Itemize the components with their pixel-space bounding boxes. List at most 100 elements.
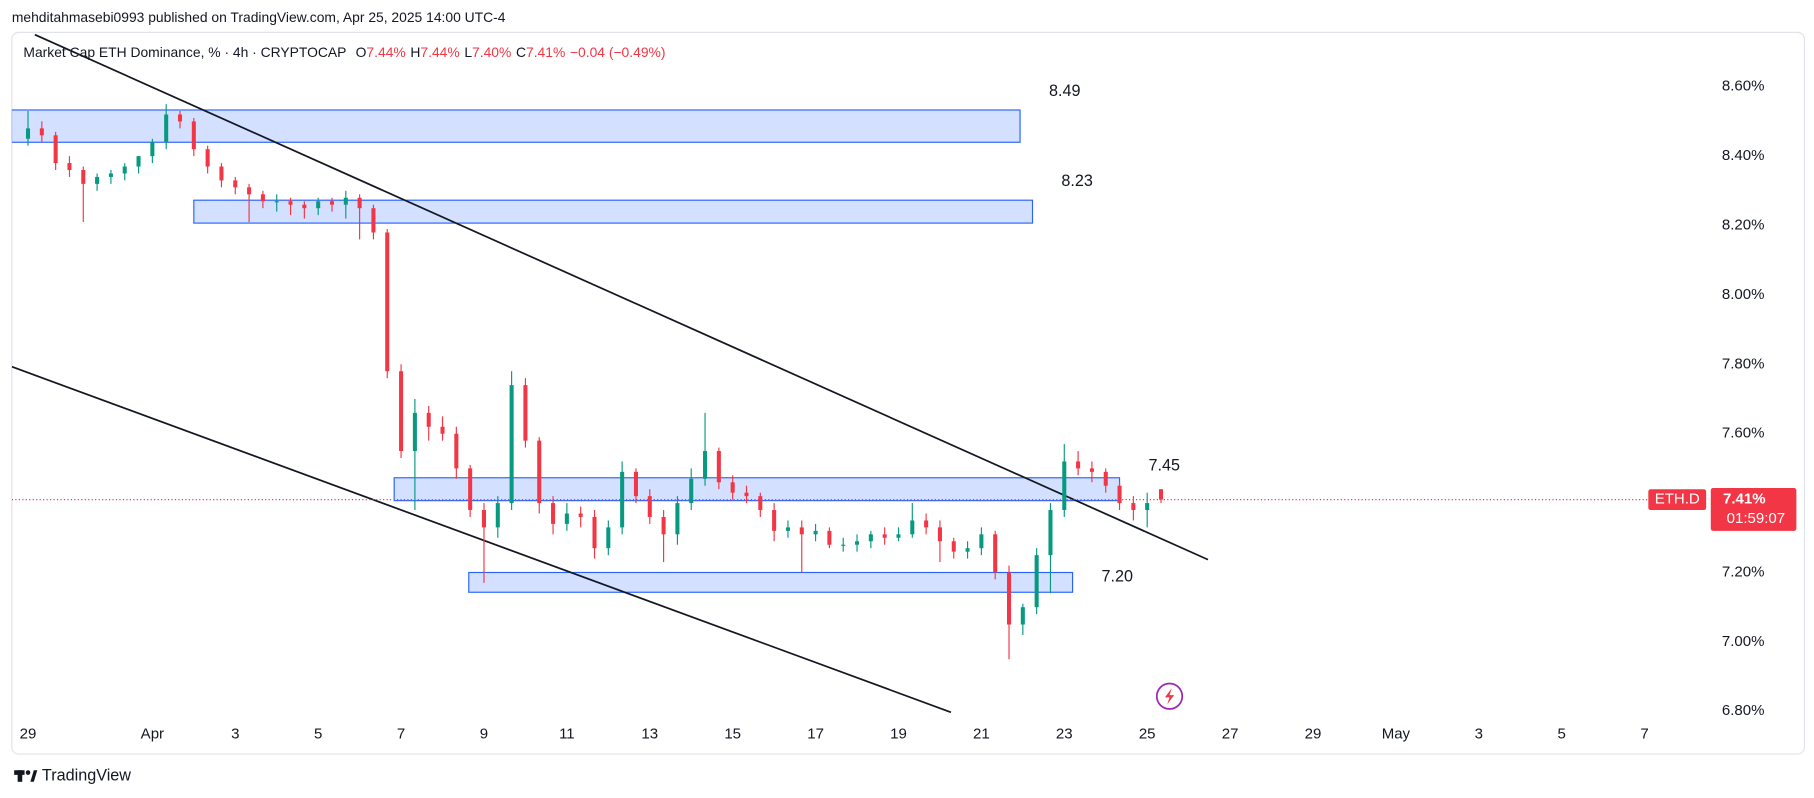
- x-tick-label: 19: [890, 725, 907, 742]
- candle-body: [233, 180, 238, 188]
- candle-body: [1062, 461, 1067, 511]
- candle-body: [785, 527, 790, 531]
- candle-body: [150, 142, 155, 157]
- candle-body: [633, 471, 638, 497]
- x-tick-label: 7: [1640, 725, 1648, 742]
- x-tick-label: 23: [1056, 725, 1073, 742]
- candle-body: [468, 468, 473, 511]
- x-tick-label: 5: [1558, 725, 1566, 742]
- candle-body: [53, 135, 58, 164]
- candle-body: [164, 114, 169, 143]
- candle-body: [979, 534, 984, 549]
- price-tag: [1710, 488, 1797, 531]
- chart-frame: [11, 31, 1806, 755]
- candle-body: [1020, 607, 1025, 625]
- candle-body: [647, 496, 652, 517]
- candle-body: [509, 385, 514, 504]
- ohlc-label: O: [356, 44, 367, 60]
- candle-body: [95, 176, 100, 184]
- candle-body: [108, 173, 113, 177]
- ohlc-label: C: [516, 44, 526, 60]
- x-tick-label: 9: [480, 725, 488, 742]
- candle-body: [1076, 461, 1081, 469]
- candle-body: [841, 544, 846, 546]
- zone-label: 7.20: [1101, 567, 1133, 585]
- legend: Market Cap ETH Dominance, % · 4h · CRYPT…: [23, 44, 665, 60]
- ticker-tag: [1648, 489, 1707, 511]
- candle-body: [205, 149, 210, 167]
- x-tick-label: 11: [559, 725, 575, 742]
- x-tick-label: 5: [314, 725, 322, 742]
- candle-body: [1131, 503, 1136, 511]
- zone: [468, 571, 1074, 593]
- candle-body: [357, 197, 362, 209]
- candle-body: [1145, 503, 1150, 511]
- candle-body: [606, 527, 611, 549]
- candle-body: [136, 156, 141, 167]
- x-tick-label: 15: [724, 725, 741, 742]
- candle-body: [495, 503, 500, 528]
- x-tick-label: 3: [231, 725, 239, 742]
- zone-label: 7.45: [1148, 456, 1180, 474]
- alert-icon[interactable]: [1155, 682, 1184, 710]
- candle-body: [399, 371, 404, 452]
- candle-body: [592, 516, 597, 549]
- candle-body: [882, 534, 887, 538]
- candle-body: [551, 503, 556, 524]
- candle-body: [260, 194, 265, 202]
- candle-body: [25, 128, 31, 139]
- candle-body: [288, 201, 293, 205]
- candle-body: [274, 201, 279, 203]
- ticker: ETH.D: [1655, 491, 1700, 508]
- candle-body: [758, 496, 763, 511]
- y-tick-label: 7.20%: [1722, 563, 1765, 580]
- logo: TradingView: [14, 766, 131, 784]
- legend-line: Market Cap ETH Dominance, % · 4h · CRYPT…: [23, 44, 665, 60]
- x-tick-label: 3: [1475, 725, 1483, 742]
- candle-body: [951, 541, 956, 552]
- y-tick-label: 8.00%: [1722, 286, 1765, 303]
- last-price-label: 7.41%: [1723, 491, 1766, 508]
- candle-body: [578, 513, 583, 517]
- candle-body: [1117, 485, 1122, 504]
- candle-body: [316, 201, 321, 209]
- candle-body: [910, 520, 915, 535]
- x-tick-label: 29: [1305, 725, 1322, 742]
- candle-body: [730, 482, 735, 493]
- x-tick-label: 7: [397, 725, 405, 742]
- candle-body: [247, 187, 252, 195]
- symbol: Market Cap ETH Dominance, % · 4h · CRYPT…: [23, 44, 346, 60]
- ohlc-value: 7.44%: [420, 44, 459, 60]
- candle-body: [371, 208, 376, 233]
- candle-body: [67, 163, 72, 171]
- candle-body: [799, 527, 804, 535]
- zone: [193, 199, 1034, 224]
- x-tick-label: 21: [973, 725, 990, 742]
- y-tick-label: 7.00%: [1722, 633, 1765, 650]
- plot-area: [11, 33, 1689, 714]
- candle-body: [703, 451, 708, 479]
- y-tick-label: 7.60%: [1722, 425, 1765, 442]
- candle-body: [426, 412, 431, 427]
- candle-body: [343, 197, 348, 205]
- y-tick-label: 6.80%: [1722, 702, 1765, 719]
- candle-body: [827, 530, 832, 545]
- countdown: 01:59:07: [1727, 510, 1785, 527]
- candle-body: [868, 534, 873, 542]
- candle-body: [523, 385, 528, 441]
- candle-body: [1089, 468, 1094, 472]
- ohlc-value: 7.44%: [366, 44, 405, 60]
- candle-body: [564, 513, 569, 524]
- candle-body: [537, 440, 542, 504]
- candle-body: [329, 201, 335, 205]
- candle-body: [39, 128, 44, 136]
- candle-body: [855, 541, 860, 545]
- brand: TradingView: [42, 766, 131, 784]
- candle-body: [620, 471, 625, 528]
- x-tick-label: 29: [20, 725, 37, 742]
- candle-body: [412, 412, 417, 452]
- candle-body: [1006, 572, 1012, 625]
- candle-body: [191, 121, 196, 150]
- candle-body: [716, 451, 721, 483]
